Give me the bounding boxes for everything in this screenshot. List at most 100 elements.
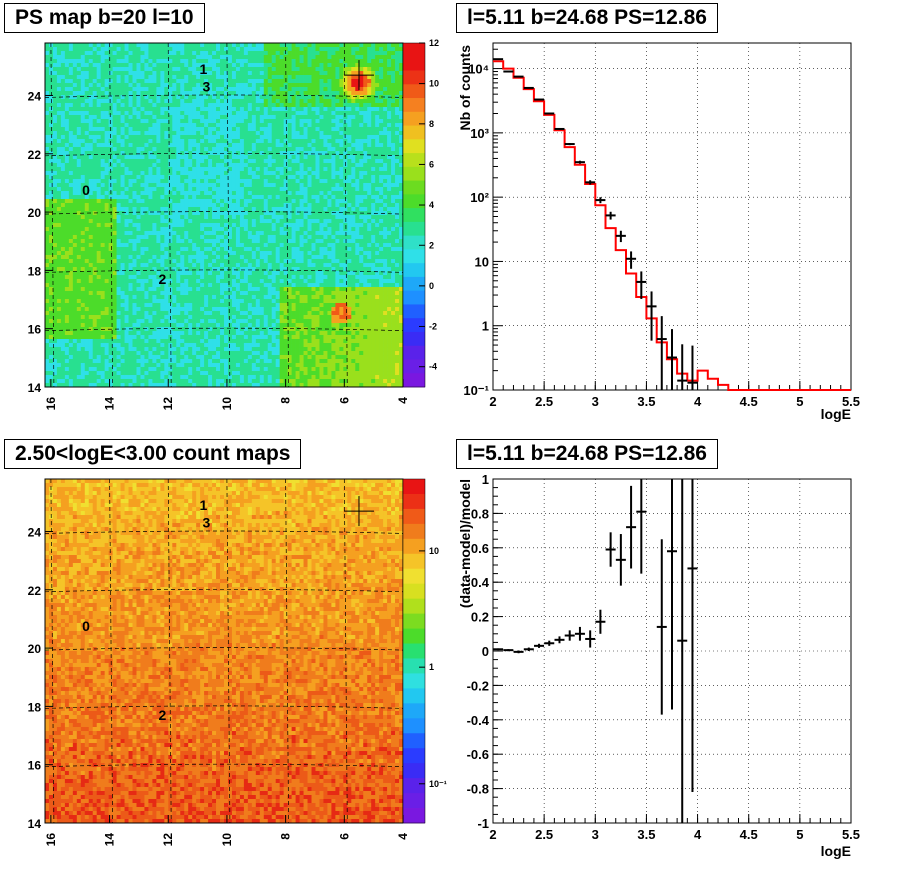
ps-map-cell [152, 103, 157, 108]
ps-map-cell [379, 147, 384, 152]
ps-map-cell [152, 83, 157, 88]
ps-map-cell [104, 183, 109, 188]
ps-map-cell [180, 159, 185, 164]
ps-map-cell [116, 203, 121, 208]
ps-map-cell [200, 71, 205, 76]
ps-map-cell [164, 147, 169, 152]
ps-map-cell [164, 191, 169, 196]
ps-map-cell [239, 115, 245, 120]
ps-map-cell [279, 247, 284, 252]
ps-map-cell [160, 131, 165, 136]
ps-map-cell [319, 175, 324, 180]
ps-map-cell [251, 215, 257, 220]
ps-map-cell [319, 79, 324, 84]
ps-map-cell [399, 127, 404, 132]
ps-map-cell [307, 51, 312, 56]
ps-map-cell [227, 219, 233, 224]
ps-map-cell [263, 183, 269, 188]
ps-map-cell [287, 215, 292, 220]
ps-map-cell [227, 43, 233, 48]
ps-map-cell [156, 171, 161, 176]
ps-map-cell [259, 71, 265, 76]
ps-map-cell [116, 183, 121, 188]
ps-map-cell [68, 199, 74, 204]
ps-map-cell [315, 67, 320, 72]
ps-map-cell [311, 223, 316, 228]
ps-map-cell [291, 127, 296, 132]
ps-map-cell [92, 243, 98, 248]
ps-map-cell [387, 235, 392, 240]
ps-map-cell [275, 115, 280, 120]
ps-map-cell [180, 231, 185, 236]
ps-map-cell [224, 251, 229, 256]
ps-map-cell [359, 239, 364, 244]
ps-map-cell [379, 195, 384, 200]
ps-map-cell [204, 219, 209, 224]
ps-map-cell [247, 191, 253, 196]
ps-map-cell [176, 79, 181, 84]
ps-map-cell [311, 203, 316, 208]
ps-map-cell [48, 155, 54, 160]
ps-map-cell [76, 255, 82, 260]
ps-map-cell [68, 171, 74, 176]
ps-map-cell [196, 207, 201, 212]
ps-map-cell [68, 127, 74, 132]
ps-map-cell [355, 151, 360, 156]
ps-map-cell [136, 67, 141, 72]
ps-map-cell [235, 95, 241, 100]
ps-map-cell [295, 63, 300, 68]
ps-map-cell [395, 155, 400, 160]
ps-map-cell [263, 43, 269, 48]
ps-map-cell [84, 59, 90, 64]
ps-map-cell [327, 107, 332, 112]
ps-map-cell [104, 263, 109, 268]
ps-map-cell [72, 207, 78, 212]
ps-map-cell [239, 203, 245, 208]
ps-map-cell [64, 239, 70, 244]
ps-map-cell [92, 151, 98, 156]
ps-map-cell [128, 103, 133, 108]
ps-map-cell [164, 187, 169, 192]
ps-map-cell [391, 79, 396, 84]
ps-map-cell [339, 119, 344, 124]
ps-map-cell [367, 107, 372, 112]
ps-map-cell [311, 119, 316, 124]
ps-map-cell [112, 67, 117, 72]
ps-map-cell [188, 107, 193, 112]
ps-map-cell [168, 63, 173, 68]
ps-map-cell [160, 115, 165, 120]
ps-map-cell [64, 219, 70, 224]
ps-map-cell [351, 195, 356, 200]
ps-map-cell [347, 247, 352, 252]
ps-map-cell [196, 139, 201, 144]
ps-map-cell [56, 239, 62, 244]
ps-map-cell [80, 123, 86, 128]
ps-map-cell [319, 111, 324, 116]
ps-map-cell [383, 223, 388, 228]
ps-map-cell [120, 147, 125, 152]
ps-map-cell [180, 211, 185, 216]
ps-map-cell [56, 263, 62, 268]
ps-map-cell [359, 215, 364, 220]
ps-map-cell [216, 111, 221, 116]
ps-map-cell [231, 187, 237, 192]
ps-map-cell [216, 223, 221, 228]
ps-map-cell [56, 139, 62, 144]
ps-map-cell [379, 79, 384, 84]
ps-map-cell [104, 135, 109, 140]
ps-map-cell [196, 255, 201, 260]
ps-map-cell [48, 171, 54, 176]
ps-map-cell [339, 191, 344, 196]
ps-map-cell [45, 119, 50, 124]
ps-map-cell [363, 163, 368, 168]
ps-map-cell [184, 67, 189, 72]
ps-map-cell [60, 167, 66, 172]
ps-map-cell [100, 91, 105, 96]
ps-map-cell [144, 47, 149, 52]
ps-map-cell [247, 67, 253, 72]
ps-map-cell [56, 67, 62, 72]
ps-map-cell [100, 143, 105, 148]
ps-map-cell [92, 167, 98, 172]
ps-map-cell [200, 175, 205, 180]
ps-map-cell [48, 251, 54, 256]
